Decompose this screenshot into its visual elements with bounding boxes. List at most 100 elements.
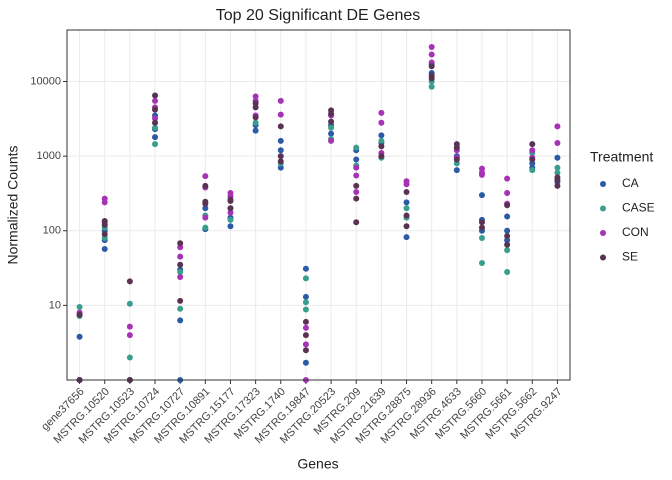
data-point [554, 139, 561, 146]
data-point [529, 156, 536, 163]
data-point [302, 332, 309, 339]
legend-label: CA [622, 176, 639, 190]
data-point [328, 118, 335, 125]
data-point [353, 189, 360, 196]
data-point [252, 104, 259, 111]
data-point [554, 176, 561, 183]
data-point [177, 269, 184, 276]
data-point [378, 132, 385, 139]
data-point [152, 134, 159, 141]
data-point [554, 169, 561, 176]
data-point [202, 182, 209, 189]
data-point [76, 333, 83, 340]
data-point [227, 205, 234, 212]
data-point [478, 234, 485, 241]
data-point [302, 341, 309, 348]
data-point [403, 199, 410, 206]
data-point [529, 147, 536, 154]
data-point [277, 97, 284, 104]
data-point [302, 293, 309, 300]
data-point [202, 214, 209, 221]
data-point [277, 111, 284, 118]
data-point [554, 154, 561, 161]
data-point [126, 354, 133, 361]
data-point [177, 305, 184, 312]
data-point [554, 123, 561, 130]
data-point [328, 110, 335, 117]
data-point [252, 119, 259, 126]
data-point [378, 119, 385, 126]
data-point [152, 115, 159, 122]
y-tick-label: 10 [49, 299, 61, 311]
data-point [302, 306, 309, 313]
data-point [554, 164, 561, 171]
data-point [277, 137, 284, 144]
data-point [428, 51, 435, 58]
data-point [378, 153, 385, 160]
data-point [504, 247, 511, 254]
legend-title: Treatment [590, 149, 653, 165]
y-tick-label: 1000 [37, 150, 61, 162]
plot-border [66, 29, 571, 381]
data-point [504, 190, 511, 197]
data-point [177, 261, 184, 268]
data-point [504, 213, 511, 220]
legend-label: CASE [622, 201, 655, 215]
data-point [152, 97, 159, 104]
data-point [101, 199, 108, 206]
data-point [126, 300, 133, 307]
data-point [202, 200, 209, 207]
data-point [428, 43, 435, 50]
data-point [126, 332, 133, 339]
legend-label: CON [622, 225, 649, 239]
y-axis-label: Normalized Counts [5, 145, 21, 264]
data-point [177, 274, 184, 281]
data-point [302, 324, 309, 331]
data-point [302, 265, 309, 272]
data-point [504, 175, 511, 182]
data-point [302, 359, 309, 366]
data-point [76, 311, 83, 318]
data-point [554, 182, 561, 189]
data-point [277, 123, 284, 130]
data-point [529, 167, 536, 174]
data-point [126, 323, 133, 330]
data-point [328, 124, 335, 131]
data-point [302, 299, 309, 306]
data-point [504, 202, 511, 209]
data-point [252, 127, 259, 134]
legend-marker [600, 230, 606, 236]
data-point [177, 240, 184, 247]
data-point [353, 156, 360, 163]
data-point [453, 156, 460, 163]
data-point [478, 259, 485, 266]
data-point [152, 119, 159, 126]
data-point [252, 114, 259, 121]
data-point [302, 347, 309, 354]
data-point [403, 212, 410, 219]
data-point [227, 209, 234, 216]
legend-marker [600, 181, 606, 187]
data-point [152, 141, 159, 148]
data-point [277, 164, 284, 171]
data-point [478, 224, 485, 231]
legend-marker [600, 254, 606, 261]
data-point [478, 219, 485, 226]
data-point [504, 269, 511, 276]
data-point [302, 275, 309, 282]
data-point [428, 72, 435, 79]
data-point [428, 83, 435, 90]
data-point [428, 63, 435, 70]
data-point [478, 192, 485, 199]
data-point [277, 147, 284, 154]
data-point [504, 227, 511, 234]
data-point [227, 216, 234, 223]
y-tick-label: 100 [43, 225, 61, 237]
data-point [353, 182, 360, 189]
data-point [353, 195, 360, 202]
data-point [328, 137, 335, 144]
y-tick-label: 10000 [30, 75, 61, 87]
data-point [101, 245, 108, 252]
data-point [177, 253, 184, 260]
data-point [378, 109, 385, 116]
